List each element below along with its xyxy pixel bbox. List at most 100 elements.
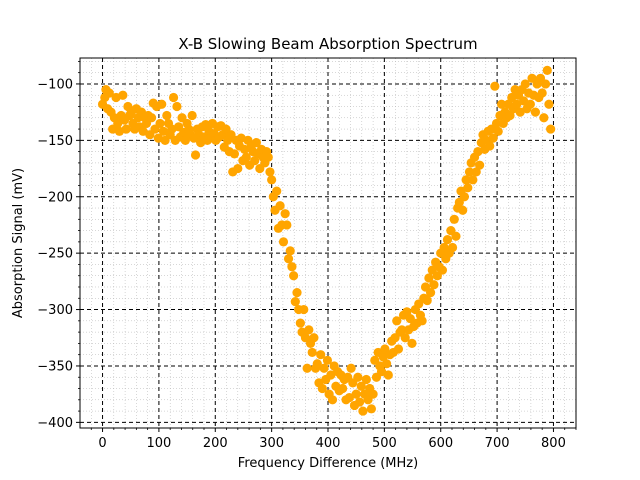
data-point <box>424 273 434 283</box>
data-point <box>304 325 314 335</box>
data-point <box>490 81 500 91</box>
x-tick-label: 400 <box>316 436 341 451</box>
x-tick-label: 100 <box>146 436 171 451</box>
data-point <box>283 254 294 264</box>
data-point <box>417 316 427 326</box>
y-tick-label: −400 <box>37 416 73 431</box>
x-axis: 0 100 200 300 400 500 600 700 800 <box>90 428 577 451</box>
data-point <box>155 118 165 129</box>
data-point <box>356 381 366 391</box>
data-point <box>366 404 376 414</box>
data-point <box>537 88 547 98</box>
data-point <box>272 186 282 196</box>
data-point <box>280 209 290 219</box>
data-point <box>542 65 552 76</box>
x-tick-label: 700 <box>485 436 510 451</box>
data-point <box>302 363 312 373</box>
data-point <box>316 350 326 360</box>
data-point <box>393 344 404 354</box>
data-point <box>525 99 535 109</box>
data-point <box>407 338 417 348</box>
data-point <box>368 389 378 399</box>
data-point <box>475 160 485 170</box>
data-point <box>121 124 131 134</box>
data-point <box>338 383 348 394</box>
data-point <box>442 235 453 245</box>
y-tick-label: −300 <box>37 303 73 318</box>
data-point <box>162 110 172 121</box>
data-point <box>275 201 285 211</box>
data-point <box>485 141 495 151</box>
data-point <box>540 79 551 89</box>
data-point <box>382 359 392 369</box>
data-point <box>307 347 317 358</box>
data-point <box>267 175 277 185</box>
data-points <box>97 65 556 416</box>
data-point <box>544 99 554 109</box>
data-point <box>354 397 365 407</box>
data-point <box>289 271 299 281</box>
data-point <box>346 363 356 373</box>
data-point <box>539 113 549 123</box>
y-tick-label: −200 <box>37 190 73 205</box>
data-point <box>464 167 475 177</box>
y-tick-label: −100 <box>37 77 73 92</box>
data-point <box>299 304 309 315</box>
data-point <box>309 333 319 343</box>
data-point <box>290 297 300 307</box>
data-point <box>292 288 302 298</box>
data-point <box>351 389 361 399</box>
data-point <box>461 175 471 185</box>
y-axis: −400 −350 −300 −250 −200 −150 −100 <box>37 60 80 431</box>
data-point <box>319 363 329 373</box>
data-point <box>322 355 333 365</box>
data-point <box>353 372 363 382</box>
data-point <box>157 99 167 109</box>
data-point <box>172 101 182 112</box>
data-point <box>241 152 251 162</box>
data-point <box>546 124 556 134</box>
data-point <box>233 163 243 174</box>
x-axis-title: Frequency Difference (MHz) <box>238 456 418 471</box>
x-tick-label: 600 <box>428 436 453 451</box>
data-point <box>449 214 459 224</box>
data-point <box>429 280 439 290</box>
data-point <box>437 265 448 275</box>
data-point <box>447 242 458 253</box>
data-point <box>146 113 157 123</box>
data-point <box>451 231 461 241</box>
data-point <box>295 318 305 328</box>
chart-title: X-B Slowing Beam Absorption Spectrum <box>178 35 477 53</box>
data-point <box>491 118 502 129</box>
data-point <box>497 99 507 109</box>
data-point <box>282 220 292 230</box>
x-tick-label: 500 <box>372 436 397 451</box>
data-point <box>104 88 114 98</box>
data-point <box>251 138 262 148</box>
data-point <box>530 107 541 117</box>
data-point <box>229 149 240 159</box>
y-tick-label: −350 <box>37 359 73 374</box>
data-point <box>458 205 468 215</box>
data-point <box>285 246 295 256</box>
data-point <box>392 316 402 326</box>
data-point <box>265 167 275 177</box>
x-tick-label: 800 <box>541 436 566 451</box>
data-point <box>358 406 368 416</box>
x-tick-label: 200 <box>203 436 228 451</box>
data-point <box>397 325 407 335</box>
data-point <box>278 237 289 247</box>
data-point <box>327 395 338 405</box>
data-point <box>317 383 327 394</box>
data-point <box>488 133 498 143</box>
data-point <box>459 192 469 202</box>
data-point <box>463 183 473 193</box>
data-point <box>361 374 371 385</box>
data-point <box>405 313 415 324</box>
y-tick-label: −250 <box>37 247 73 262</box>
x-tick-label: 300 <box>259 436 284 451</box>
data-point <box>168 92 179 103</box>
data-point <box>118 90 128 100</box>
data-point <box>190 150 201 160</box>
